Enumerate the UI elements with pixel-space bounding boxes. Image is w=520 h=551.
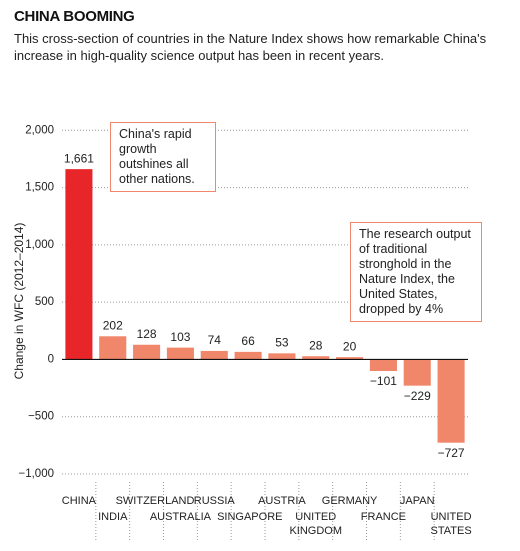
value-label: 74 (208, 333, 222, 347)
x-tick-label: RUSSIA (193, 495, 235, 507)
y-tick-label: −500 (28, 411, 54, 423)
x-tick-label: JAPAN (399, 495, 435, 507)
x-tick-label: INDIA (98, 511, 128, 523)
y-tick-label: 1,000 (25, 239, 54, 251)
value-label: 1,661 (64, 151, 94, 165)
bar (336, 357, 364, 360)
x-tick-label: AUSTRALIA (149, 511, 211, 523)
x-tick-label: SINGAPORE (217, 511, 283, 523)
value-label: 202 (103, 318, 123, 332)
y-tick-label: 1,500 (25, 182, 54, 194)
value-label: −229 (404, 389, 431, 403)
x-tick-label: CHINA (61, 495, 97, 507)
value-label: 53 (275, 336, 289, 350)
y-tick-label: 2,000 (25, 124, 54, 136)
x-tick-label: UNITED STATES (430, 511, 472, 537)
bar (200, 350, 228, 360)
value-label: 66 (241, 334, 255, 348)
bar (369, 359, 397, 371)
x-tick-label: FRANCE (360, 511, 407, 523)
value-label: −101 (370, 374, 397, 388)
y-tick-label: −1,000 (19, 468, 55, 480)
y-tick-label: 500 (35, 296, 54, 308)
chart-subtitle: This cross-section of countries in the N… (14, 31, 487, 63)
y-axis-label: Change in WFC (2012–2014) (12, 223, 26, 380)
x-tick-label: UNITED KINGDOM (289, 511, 343, 537)
value-label: 20 (343, 339, 357, 353)
bar (403, 359, 431, 386)
bar (302, 356, 330, 360)
bar (99, 336, 127, 360)
value-label: 128 (137, 327, 157, 341)
bar (133, 344, 161, 360)
x-tick-label: AUSTRIA (258, 495, 306, 507)
annotation: China's rapid growth outshines all other… (110, 122, 216, 192)
bar (437, 359, 465, 443)
bar (234, 351, 262, 360)
bar (166, 347, 194, 360)
annotation: The research output of traditional stron… (350, 222, 482, 322)
bar (65, 169, 93, 360)
value-label: −727 (438, 446, 465, 460)
x-tick-label: GERMANY (321, 495, 378, 507)
value-label: 28 (309, 338, 323, 352)
y-tick-label: 0 (48, 353, 54, 365)
chart-title: CHINA BOOMING (14, 8, 135, 25)
value-label: 103 (170, 330, 190, 344)
x-tick-label: SWITZERLAND (115, 495, 195, 507)
bar (268, 353, 296, 360)
